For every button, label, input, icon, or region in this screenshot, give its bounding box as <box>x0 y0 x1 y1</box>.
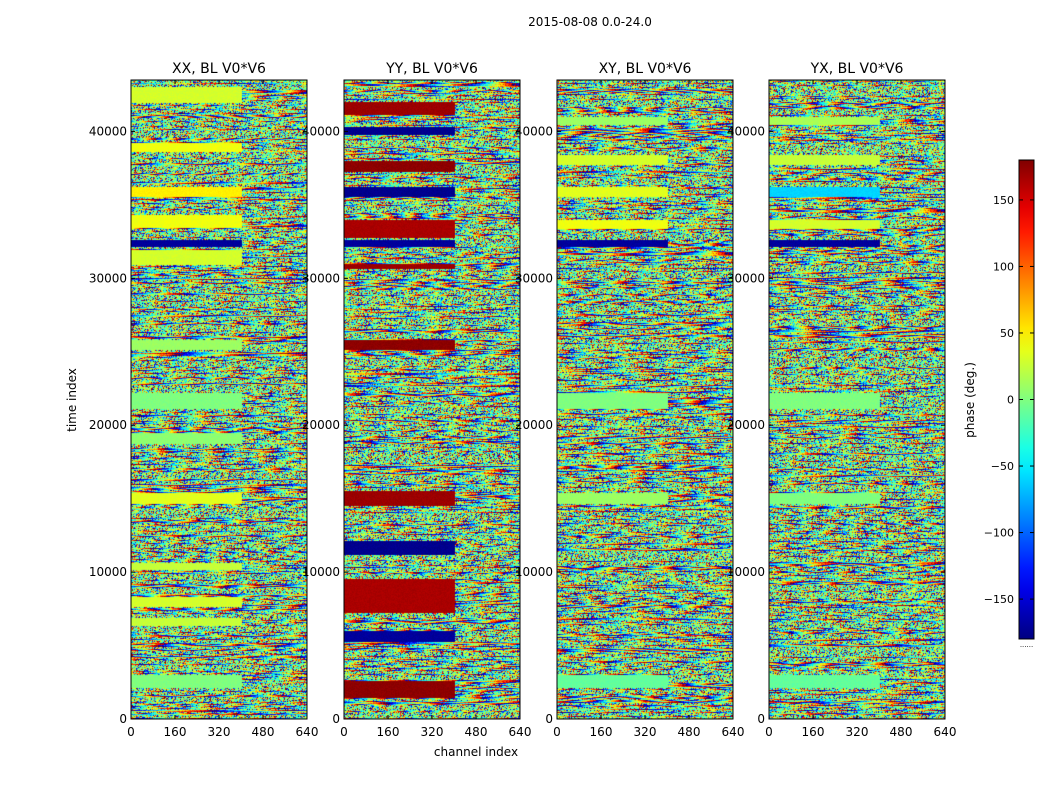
y-tick-label: 0 <box>119 712 127 726</box>
colorbar-tick-label: 0 <box>1007 394 1014 407</box>
panel-xx: XX, BL V0*V6 0 10000 20000 30000 40000 0 160 320… <box>89 61 319 739</box>
y-tick-label: 40000 <box>89 124 127 138</box>
heatmap-image <box>769 80 945 719</box>
y-tick-label: 30000 <box>515 271 553 285</box>
y-tick-label: 10000 <box>302 565 340 579</box>
x-tick-label: 0 <box>553 725 561 739</box>
x-axis-label: channel index <box>434 745 518 759</box>
x-tick-label: 160 <box>164 725 187 739</box>
y-tick-label: 40000 <box>302 124 340 138</box>
panel-yx: YX, BL V0*V6 0 10000 20000 30000 40000 0 160 320… <box>727 61 957 739</box>
x-tick-label: 640 <box>509 725 532 739</box>
panel-title: XY, BL V0*V6 <box>599 61 692 77</box>
y-tick-label: 30000 <box>727 271 765 285</box>
x-tick-label: 320 <box>208 725 231 739</box>
colorbar-tick-label: 100 <box>993 260 1014 273</box>
y-tick-label: 20000 <box>302 418 340 432</box>
y-tick-label: 20000 <box>515 418 553 432</box>
x-tick-label: 160 <box>802 725 825 739</box>
x-tick-label: 480 <box>465 725 488 739</box>
heatmap-image <box>557 80 733 719</box>
y-tick-label: 0 <box>545 712 553 726</box>
x-tick-label: 480 <box>252 725 275 739</box>
x-tick-label: 160 <box>377 725 400 739</box>
panels-group: XX, BL V0*V6 0 10000 20000 30000 40000 0 160 320… <box>89 61 957 739</box>
x-tick-label: 640 <box>296 725 319 739</box>
panel-title: YY, BL V0*V6 <box>385 61 478 77</box>
y-tick-label: 10000 <box>515 565 553 579</box>
colorbar-label: phase (deg.) <box>963 362 977 438</box>
panel-title: XX, BL V0*V6 <box>172 61 266 77</box>
x-tick-label: 0 <box>127 725 135 739</box>
x-tick-label: 480 <box>890 725 913 739</box>
y-tick-label: 10000 <box>89 565 127 579</box>
chart-suptitle: 2015-08-08 0.0-24.0 <box>528 15 652 29</box>
panel-yy: YY, BL V0*V6 0 10000 20000 30000 40000 0 160 320… <box>302 61 532 739</box>
y-tick-label: 0 <box>332 712 340 726</box>
y-tick-label: 30000 <box>302 271 340 285</box>
x-tick-label: 320 <box>846 725 869 739</box>
y-axis-label: time index <box>65 368 79 432</box>
x-tick-label: 640 <box>722 725 745 739</box>
x-tick-label: 320 <box>421 725 444 739</box>
x-tick-label: 0 <box>765 725 773 739</box>
x-tick-label: 0 <box>340 725 348 739</box>
colorbar-tick-label: −50 <box>991 460 1014 473</box>
heatmap-image <box>344 80 520 719</box>
x-tick-label: 480 <box>678 725 701 739</box>
colorbar: 150 100 50 0 −50 −100 −150...... <box>984 159 1035 649</box>
y-tick-label: 20000 <box>727 418 765 432</box>
panel-xy: XY, BL V0*V6 0 10000 20000 30000 40000 0 160 320… <box>515 61 745 739</box>
y-tick-label: 10000 <box>727 565 765 579</box>
colorbar-tick-label: −100 <box>984 527 1014 540</box>
colorbar-bottom-note: ...... <box>1020 641 1033 649</box>
y-tick-label: 40000 <box>515 124 553 138</box>
x-tick-label: 160 <box>590 725 613 739</box>
panel-title: YX, BL V0*V6 <box>810 61 904 77</box>
y-tick-label: 30000 <box>89 271 127 285</box>
x-tick-label: 320 <box>634 725 657 739</box>
heatmap-image <box>131 80 307 719</box>
y-tick-label: 0 <box>757 712 765 726</box>
x-tick-label: 640 <box>934 725 957 739</box>
colorbar-tick-label: 150 <box>993 194 1014 207</box>
colorbar-tick-label: 50 <box>1000 327 1014 340</box>
colorbar-tick-label: −150 <box>984 593 1014 606</box>
y-tick-label: 40000 <box>727 124 765 138</box>
y-tick-label: 20000 <box>89 418 127 432</box>
